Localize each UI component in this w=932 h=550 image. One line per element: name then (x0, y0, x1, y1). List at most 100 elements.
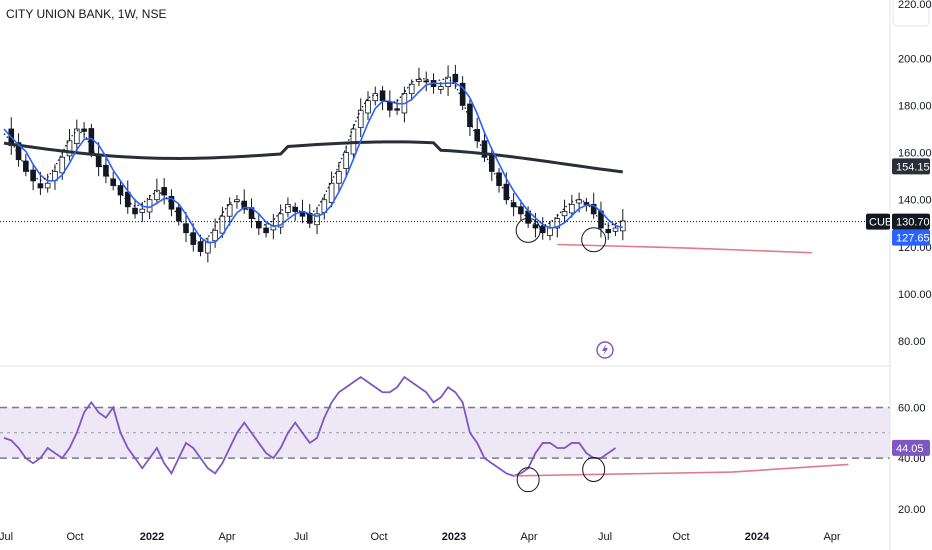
candle (357, 98, 364, 138)
candle (292, 202, 298, 221)
candle (336, 162, 342, 193)
candle (343, 145, 349, 176)
svg-text:130.70: 130.70 (896, 217, 930, 229)
candle (15, 133, 22, 167)
price-trendline[interactable] (557, 243, 813, 254)
candle (285, 197, 291, 218)
candle (168, 189, 175, 217)
x-tick-label: Jul (294, 531, 308, 543)
candle (518, 199, 524, 221)
candle (226, 197, 233, 226)
candle (212, 218, 218, 248)
ma-short-line (3, 82, 623, 244)
candle (103, 155, 109, 184)
annotations-layer (513, 217, 849, 493)
candle (314, 206, 320, 235)
x-tick-label: Apr (520, 531, 537, 543)
candle (547, 220, 553, 241)
candle (459, 76, 466, 111)
x-tick-label: Jul (0, 531, 13, 543)
y-tick-top-clipped: 220.00 (898, 0, 932, 11)
candle (219, 206, 226, 238)
clipped-tick-box[interactable] (892, 0, 930, 27)
candle (423, 71, 430, 92)
price-low-circle[interactable] (515, 217, 541, 243)
candle (445, 65, 451, 96)
candle (379, 86, 386, 111)
candle (234, 195, 240, 209)
candle (554, 213, 561, 238)
candle (30, 165, 36, 191)
symbol-tag: CUB (866, 213, 892, 230)
x-tick-label: Oct (672, 531, 689, 543)
candle (277, 204, 284, 235)
rsi-value-tag: 44.05 (892, 439, 930, 456)
time-axis[interactable]: Jul Oct 2022 Apr Jul Oct 2023 Apr Jul Oct 2024 Apr (0, 531, 841, 543)
candle (569, 195, 575, 218)
candle (620, 209, 626, 241)
candle (467, 99, 473, 137)
x-tick-label: Oct (66, 531, 83, 543)
svg-text:127.65: 127.65 (896, 233, 930, 245)
candle (110, 171, 117, 191)
svg-text:154.15: 154.15 (896, 161, 930, 173)
candle (539, 217, 546, 240)
rsi-trendline[interactable] (513, 463, 849, 477)
candle (372, 86, 379, 106)
candle (124, 180, 131, 214)
price-axis[interactable]: 200.00180.00160.00140.00120.00100.0080.0… (898, 53, 932, 348)
y-tick-label: 100.00 (898, 289, 932, 301)
candle (496, 168, 502, 193)
rsi-low-circle[interactable] (582, 457, 606, 483)
rsi-tick-label: 40.00 (898, 453, 926, 465)
x-tick-label: 2023 (442, 531, 466, 543)
candle (52, 164, 58, 190)
price-tag: 130.70 (892, 213, 930, 230)
candle (255, 214, 262, 236)
ma-long-line (3, 140, 623, 174)
x-tick-label: Jul (598, 531, 612, 543)
price-tags: 154.15 130.70 127.65 CUB 44.05 (866, 158, 930, 456)
svg-text:CUB: CUB (869, 217, 892, 229)
candle (394, 99, 400, 115)
candle (81, 121, 87, 139)
x-tick-label: 2022 (140, 531, 164, 543)
lightning-icon[interactable] (596, 341, 614, 359)
candle (175, 203, 182, 226)
candle (605, 222, 612, 240)
candle (74, 119, 80, 154)
rsi-tick-label: 60.00 (898, 402, 926, 414)
candle (306, 203, 313, 228)
x-tick-label: Apr (218, 531, 235, 543)
candle (416, 67, 422, 87)
candle (474, 117, 480, 148)
candle (561, 199, 568, 223)
candle (401, 86, 408, 123)
rsi-band-layer (0, 406, 890, 459)
ma-short-tag: 127.65 (892, 229, 930, 246)
y-tick-label: 160.00 (898, 148, 932, 160)
svg-text:44.05: 44.05 (896, 443, 924, 455)
y-tick-label: 80.00 (898, 336, 926, 348)
rsi-axis[interactable]: 60.00 40.00 20.00 (898, 402, 926, 515)
candle (328, 171, 335, 208)
candle (66, 129, 73, 161)
x-tick-label: Oct (370, 531, 387, 543)
candle (263, 223, 269, 238)
rsi-low-circle[interactable] (516, 467, 540, 493)
rsi-tick-label: 20.00 (898, 504, 926, 516)
candles-layer (8, 64, 626, 263)
x-tick-label: 2024 (745, 531, 770, 543)
candle (510, 193, 517, 217)
candle (387, 90, 393, 118)
candle (365, 91, 371, 121)
y-tick-label: 180.00 (898, 100, 932, 112)
candle (408, 79, 415, 101)
price-low-circle[interactable] (581, 227, 607, 253)
chart-title: CITY UNION BANK, 1W, NSE (6, 7, 166, 21)
candle (23, 153, 29, 177)
ma-long-tag: 154.15 (892, 158, 930, 175)
candle (452, 64, 459, 89)
x-tick-label: Apr (823, 531, 840, 543)
